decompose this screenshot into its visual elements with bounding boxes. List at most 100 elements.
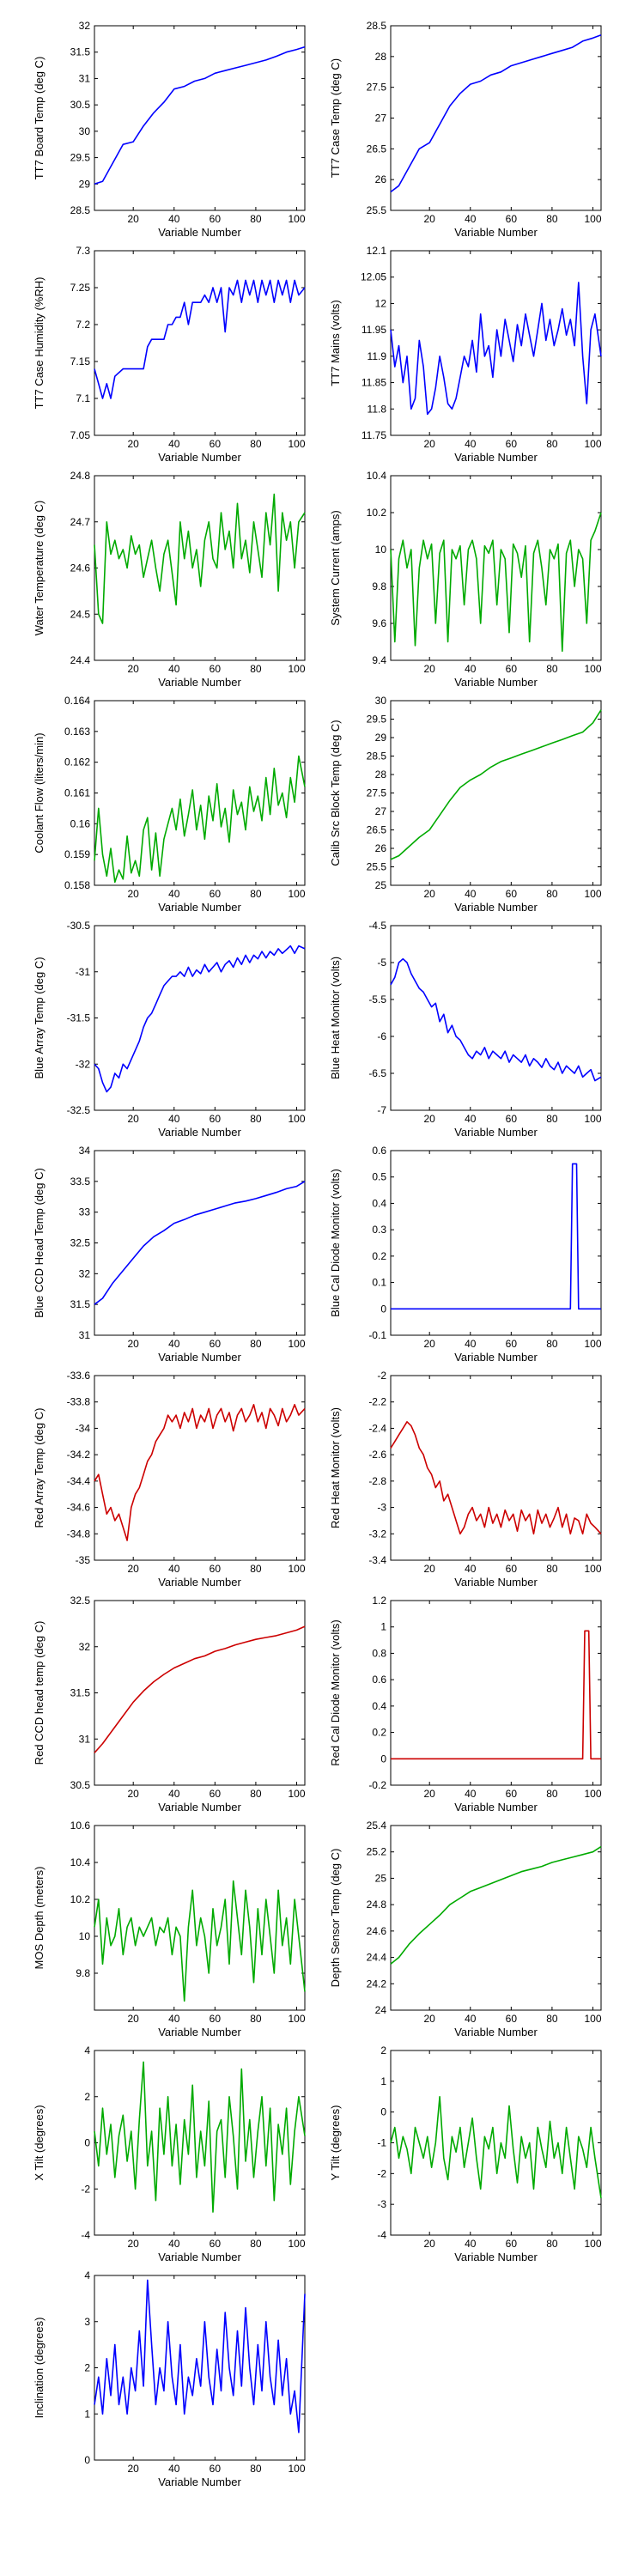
y-tick-label: 31.5 xyxy=(70,1298,91,1310)
x-tick-label: 80 xyxy=(546,2013,558,2025)
series-line xyxy=(94,279,306,399)
chart-y-tilt: 20 40 60 80 100 -4 -3 -2 -1 0 1 2 Variable Number Y T… xyxy=(329,2044,602,2263)
y-tick-label: 11.85 xyxy=(361,377,386,389)
y-tick-label: 0.2 xyxy=(372,1727,386,1739)
x-tick-label: 20 xyxy=(424,888,436,900)
x-tick-label: 20 xyxy=(128,2463,140,2475)
plot-area-frame xyxy=(94,250,306,436)
y-tick-label: 12.05 xyxy=(361,271,386,283)
chart-depth-sensor-temp: 20 40 60 80 100 24 24.2 24.4 24.6 24.8 25 25.2 25.4 V… xyxy=(329,1820,602,2038)
plot-area-frame xyxy=(390,250,602,436)
y-tick-label: 9.4 xyxy=(372,654,386,666)
x-tick-label: 40 xyxy=(168,888,180,900)
y-axis-label: Depth Sensor Temp (deg C) xyxy=(329,1849,342,1988)
y-tick-label: 4 xyxy=(84,2269,90,2281)
x-tick-label: 100 xyxy=(288,2238,305,2250)
x-tick-label: 40 xyxy=(168,1788,180,1800)
plot-area-frame xyxy=(390,2050,602,2236)
x-axis-label: Variable Number xyxy=(158,451,241,464)
y-tick-label: 1 xyxy=(380,1621,386,1633)
series-line xyxy=(390,282,602,416)
y-tick-label: -5.5 xyxy=(368,993,386,1005)
y-tick-label: 0.3 xyxy=(372,1224,386,1236)
y-tick-label: 3 xyxy=(84,2316,90,2328)
y-tick-label: -31.5 xyxy=(67,1012,91,1024)
y-tick-label: 26 xyxy=(375,842,387,854)
y-tick-label: 32.5 xyxy=(70,1237,91,1249)
y-tick-label: -2 xyxy=(377,2167,386,2179)
y-tick-label: 10.6 xyxy=(70,1820,91,1832)
y-tick-label: 7.1 xyxy=(76,392,90,404)
plot-area-frame xyxy=(94,1375,306,1561)
chart-blue-ccd-head-temp: 20 40 60 80 100 31 31.5 32 32.5 33 33.5 34 Variable … xyxy=(33,1145,306,1364)
x-tick-label: 80 xyxy=(546,1113,558,1125)
y-tick-label: 0.163 xyxy=(64,726,90,738)
y-tick-label: 24.7 xyxy=(70,516,91,528)
y-tick-label: -33.8 xyxy=(67,1396,91,1408)
y-tick-label: -4 xyxy=(377,2229,386,2241)
y-tick-label: 24.8 xyxy=(367,1899,387,1911)
y-tick-label: 26 xyxy=(375,173,387,185)
chart-tt7-mains: 20 40 60 80 100 11.75 11.8 11.85 11.9 11.95 12 12.0… xyxy=(329,245,602,464)
x-tick-label: 60 xyxy=(506,438,518,450)
y-axis-label: Red Cal Diode Monitor (volts) xyxy=(329,1619,342,1766)
y-tick-label: -7 xyxy=(377,1104,386,1116)
x-tick-label: 80 xyxy=(250,2238,262,2250)
y-tick-label: 10.2 xyxy=(367,507,387,519)
y-axis-label: Y Tilt (degrees) xyxy=(329,2105,342,2181)
y-tick-label: -3 xyxy=(377,1502,386,1514)
chart-inclination: 20 40 60 80 100 0 1 2 3 4 Variable Number Inclinati… xyxy=(33,2269,306,2488)
y-tick-label: 2 xyxy=(380,2044,386,2057)
x-axis-label: Variable Number xyxy=(454,451,538,464)
x-tick-label: 60 xyxy=(210,1113,222,1125)
y-tick-label: -32.5 xyxy=(67,1104,91,1116)
chart-tt7-board-temp: 20 40 60 80 100 28.5 29 29.5 30 30.5 31 31.5 32 Varia… xyxy=(33,20,306,239)
x-tick-label: 80 xyxy=(250,663,262,675)
x-axis-label: Variable Number xyxy=(158,226,241,239)
x-axis-label: Variable Number xyxy=(454,676,538,689)
y-tick-label: 25 xyxy=(375,1872,387,1884)
x-tick-label: 100 xyxy=(288,1788,305,1800)
x-tick-label: 60 xyxy=(210,2463,222,2475)
y-tick-label: 28.5 xyxy=(367,20,387,32)
series-line xyxy=(390,2096,602,2199)
x-axis-label: Variable Number xyxy=(158,1576,241,1589)
y-tick-label: 25.5 xyxy=(367,204,387,216)
x-tick-label: 40 xyxy=(465,1338,477,1350)
series-line xyxy=(94,2279,306,2433)
chart-blue-array-temp: 20 40 60 80 100 -32.5 -32 -31.5 -31 -30.5 Variable… xyxy=(33,920,306,1139)
y-axis-label: Red Array Temp (deg C) xyxy=(33,1408,46,1528)
chart-blue-cal-diode-monitor: 20 40 60 80 100 -0.1 0 0.1 0.2 0.3 0.4 0.5 0.6 Variab… xyxy=(329,1145,602,1364)
plot-area-frame xyxy=(94,1600,306,1786)
x-tick-label: 80 xyxy=(250,2013,262,2025)
x-tick-label: 20 xyxy=(128,1113,140,1125)
x-axis-label: Variable Number xyxy=(158,901,241,914)
x-tick-label: 100 xyxy=(288,1563,305,1575)
x-axis-label: Variable Number xyxy=(158,676,241,689)
chart-blue-heat-monitor: 20 40 60 80 100 -7 -6.5 -6 -5.5 -5 -4.5 Variable Nu… xyxy=(329,920,602,1139)
x-tick-label: 20 xyxy=(128,213,140,225)
y-tick-label: 26.5 xyxy=(367,824,387,836)
y-tick-label: 30 xyxy=(79,125,91,137)
y-tick-label: 25.2 xyxy=(367,1846,387,1858)
y-tick-label: 0.4 xyxy=(372,1700,386,1712)
x-axis-label: Variable Number xyxy=(454,1801,538,1814)
x-tick-label: 80 xyxy=(250,1788,262,1800)
y-tick-label: 1 xyxy=(84,2408,90,2420)
y-tick-label: 34 xyxy=(79,1145,91,1157)
x-tick-label: 60 xyxy=(506,1788,518,1800)
y-tick-label: 31 xyxy=(79,1733,91,1745)
y-tick-label: 0 xyxy=(380,1303,386,1315)
x-tick-label: 80 xyxy=(546,213,558,225)
x-tick-label: 20 xyxy=(424,1563,436,1575)
x-tick-label: 80 xyxy=(250,2463,262,2475)
x-tick-label: 40 xyxy=(168,1113,180,1125)
y-axis-label: System Current (amps) xyxy=(329,510,342,625)
x-tick-label: 100 xyxy=(584,663,601,675)
y-tick-label: 1.2 xyxy=(372,1595,386,1607)
y-tick-label: 7.2 xyxy=(76,319,90,331)
x-tick-label: 60 xyxy=(506,2238,518,2250)
plot-area-frame xyxy=(94,1825,306,2011)
y-axis-label: Blue Heat Monitor (volts) xyxy=(329,957,342,1079)
chart-coolant-flow: 20 40 60 80 100 0.158 0.159 0.16 0.161 0.162 0.163… xyxy=(33,695,306,914)
